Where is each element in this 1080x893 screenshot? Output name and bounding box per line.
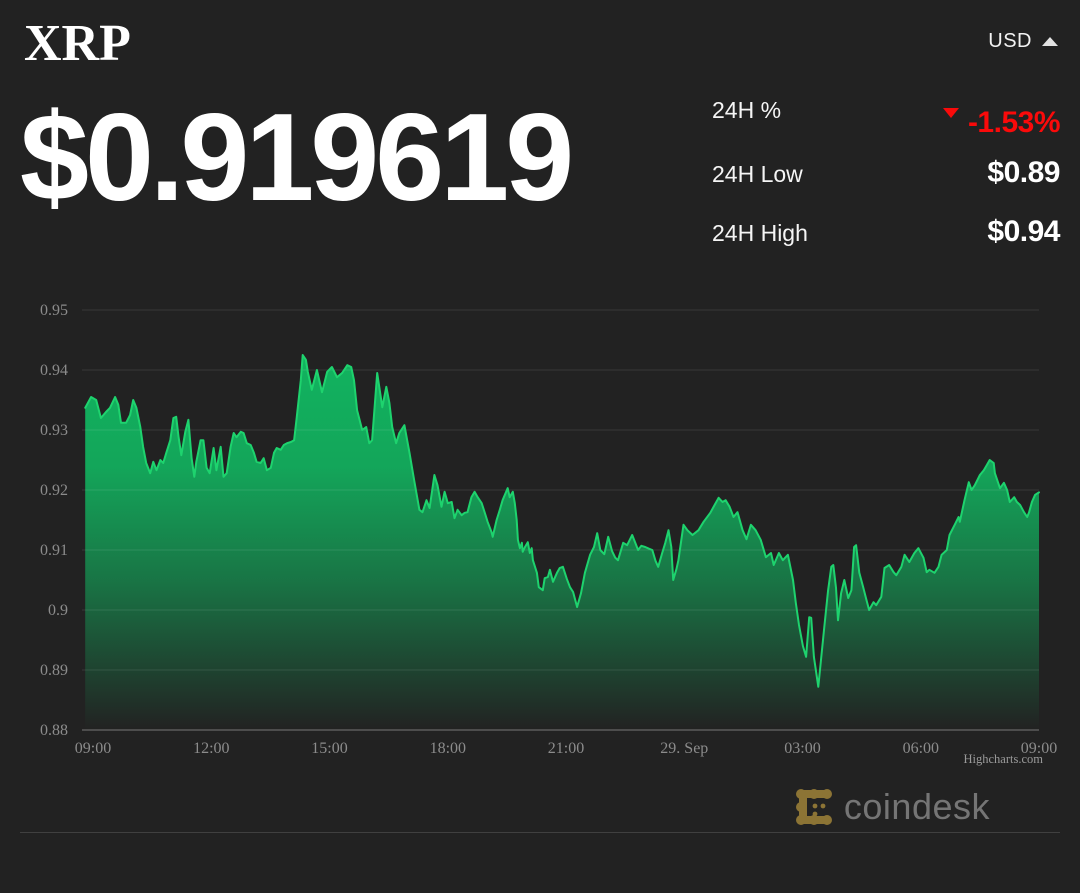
- price-chart[interactable]: 0.95 0.94 0.93 0.92 0.91 0.9 0.89 0.88 09:00 12:0…: [0, 300, 1080, 770]
- svg-text:0.93: 0.93: [40, 422, 68, 439]
- triangle-down-icon: [942, 108, 959, 118]
- svg-text:29. Sep: 29. Sep: [660, 740, 708, 757]
- currency-selector[interactable]: USD: [988, 30, 1058, 53]
- stat-row-24h-low: 24H Low $0.89: [712, 156, 1060, 192]
- svg-text:03:00: 03:00: [784, 740, 820, 757]
- svg-text:21:00: 21:00: [548, 740, 584, 757]
- percent-change-value: -1.53%: [967, 106, 1061, 139]
- svg-text:06:00: 06:00: [903, 740, 939, 757]
- chevron-up-icon: [1042, 37, 1058, 46]
- svg-text:0.9: 0.9: [48, 602, 68, 619]
- svg-text:0.95: 0.95: [40, 302, 68, 319]
- svg-text:18:00: 18:00: [430, 740, 466, 757]
- stat-label: 24H %: [712, 97, 782, 123]
- highcharts-credit[interactable]: Highcharts.com: [963, 752, 1044, 766]
- coindesk-logo-icon: [795, 789, 832, 825]
- high-value: $0.94: [987, 215, 1060, 248]
- stats-panel: 24H % -1.53% 24H Low $0.89 24H High $0.9…: [712, 97, 1061, 251]
- stat-row-24h-percent: 24H % -1.53%: [712, 97, 1061, 139]
- coindesk-logo[interactable]: coindesk: [794, 786, 990, 828]
- svg-text:15:00: 15:00: [311, 740, 347, 757]
- stat-label: 24H Low: [712, 161, 803, 187]
- asset-title: XRP: [24, 15, 131, 72]
- svg-text:0.89: 0.89: [40, 662, 68, 679]
- svg-text:09:00: 09:00: [1021, 740, 1057, 757]
- currency-label: USD: [988, 30, 1032, 52]
- stat-label: 24H High: [712, 220, 808, 246]
- low-value: $0.89: [987, 156, 1060, 189]
- stat-row-24h-high: 24H High $0.94: [712, 215, 1060, 251]
- current-price: $0.919619: [20, 89, 574, 227]
- svg-text:0.94: 0.94: [40, 362, 68, 379]
- svg-text:0.92: 0.92: [40, 482, 68, 499]
- footer-divider: [20, 832, 1060, 833]
- svg-text:12:00: 12:00: [193, 740, 229, 757]
- stat-value-negative: -1.53%: [942, 106, 1061, 140]
- svg-text:09:00: 09:00: [75, 740, 111, 757]
- svg-text:0.91: 0.91: [40, 542, 68, 559]
- svg-text:0.88: 0.88: [40, 722, 68, 739]
- coindesk-wordmark: coindesk: [843, 786, 990, 827]
